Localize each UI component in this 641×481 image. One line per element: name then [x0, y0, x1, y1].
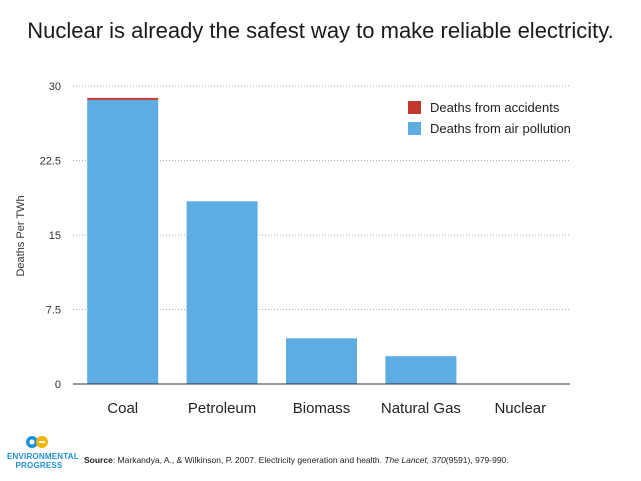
bar-air-pollution-natural-gas [385, 356, 457, 384]
source-journal: The Lancet, 370 [384, 455, 446, 465]
chart-title: Nuclear is already the safest way to mak… [27, 18, 614, 43]
bar-air-pollution-coal [87, 99, 159, 384]
legend: Deaths from accidents Deaths from air pol… [408, 100, 571, 136]
logo-text-line2: PROGRESS [15, 461, 63, 470]
grid-lines [73, 85, 570, 310]
bars [87, 97, 457, 384]
y-tick-label: 15 [49, 230, 61, 242]
bar-accidents-coal [87, 97, 159, 100]
x-axis-ticks: Coal Petroleum Biomass Natural Gas Nuclear [107, 400, 546, 417]
x-tick-label: Petroleum [188, 400, 256, 417]
environmental-progress-logo [26, 436, 48, 448]
x-tick-label: Coal [107, 400, 138, 417]
logo-text: ENVIRONMENTAL PROGRESS [7, 452, 79, 470]
source-label: Source [84, 455, 113, 465]
x-tick-label: Natural Gas [381, 400, 461, 417]
y-tick-label: 30 [49, 81, 61, 93]
y-axis-ticks: 0 7.5 15 22.5 30 [40, 81, 61, 391]
bar-air-pollution-petroleum [186, 201, 258, 384]
source-text-b: (9591), 979-990. [445, 455, 509, 465]
legend-swatch [408, 101, 421, 114]
x-tick-label: Nuclear [494, 400, 546, 417]
logo-text-line1: ENVIRONMENTAL [7, 452, 79, 461]
y-tick-label: 0 [55, 379, 61, 391]
y-tick-label: 7.5 [46, 305, 61, 317]
legend-label: Deaths from accidents [430, 100, 560, 115]
source-citation: Source: Markandya, A., & Wilkinson, P. 2… [84, 455, 634, 465]
x-tick-label: Biomass [293, 400, 351, 417]
y-axis-label: Deaths Per TWh [15, 195, 27, 276]
y-tick-label: 22.5 [40, 156, 61, 168]
legend-label: Deaths from air pollution [430, 121, 571, 136]
legend-swatch [408, 122, 421, 135]
source-text-a: : Markandya, A., & Wilkinson, P. 2007. E… [112, 455, 385, 465]
bar-air-pollution-biomass [286, 338, 357, 384]
